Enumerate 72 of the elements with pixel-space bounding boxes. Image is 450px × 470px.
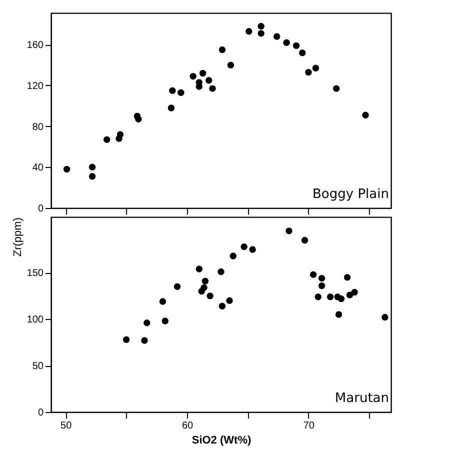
point (333, 85, 340, 92)
point (382, 314, 388, 321)
point (144, 320, 150, 326)
point (314, 294, 322, 300)
point (169, 87, 176, 94)
point (122, 336, 130, 343)
point (318, 274, 326, 282)
point (246, 28, 252, 35)
point (258, 30, 264, 37)
point (318, 282, 326, 290)
point (344, 274, 351, 281)
point (338, 295, 345, 302)
point (116, 131, 124, 138)
point (299, 49, 306, 56)
point (226, 297, 233, 304)
x-tick-label: 70 (303, 420, 315, 432)
point (230, 252, 236, 260)
point (162, 318, 168, 324)
point (310, 271, 317, 278)
point (159, 298, 166, 305)
point (104, 136, 110, 143)
point (326, 294, 334, 300)
point (196, 266, 202, 272)
point (206, 77, 212, 84)
y-tick-label: 120 (26, 80, 44, 92)
point (199, 70, 206, 77)
point (141, 337, 148, 344)
y-tick-label: 100 (26, 314, 44, 326)
point (240, 243, 248, 250)
x-axis-title: SiO2 (Wt%) (192, 434, 252, 446)
point (218, 46, 226, 54)
point (283, 39, 290, 46)
point (209, 85, 216, 92)
point (346, 292, 354, 298)
point (218, 268, 224, 276)
point (258, 22, 264, 30)
y-tick-label: 40 (32, 162, 44, 174)
point (135, 116, 142, 123)
point (190, 72, 196, 80)
point (351, 288, 358, 296)
point (286, 228, 292, 234)
y-tick-label: 150 (26, 268, 44, 280)
point (305, 68, 312, 76)
point (202, 278, 209, 284)
point (196, 83, 202, 90)
point (362, 112, 369, 118)
point (312, 64, 320, 72)
y-tick-label: 80 (32, 122, 44, 133)
point (168, 104, 175, 112)
point (88, 164, 96, 171)
point (292, 42, 300, 50)
x-tick-label: 60 (182, 420, 194, 432)
annotation: Marutan (334, 391, 389, 406)
point (88, 173, 96, 180)
point (227, 62, 234, 68)
point (274, 33, 280, 40)
y-tick-label: 50 (32, 361, 44, 372)
y-axis-title: Zr(ppm) (12, 218, 24, 257)
point (301, 236, 308, 244)
y-tick-label: 0 (38, 408, 44, 418)
point (218, 302, 226, 310)
point (174, 283, 181, 290)
y-tick-label: 160 (26, 40, 44, 52)
point (63, 166, 70, 173)
point (335, 311, 342, 318)
point (200, 284, 208, 291)
point (178, 89, 184, 96)
annotation: Boggy Plain (312, 187, 389, 202)
x-tick-label: 50 (60, 420, 72, 432)
y-tick-label: 0 (38, 204, 44, 214)
point (249, 246, 256, 253)
point (206, 292, 214, 300)
